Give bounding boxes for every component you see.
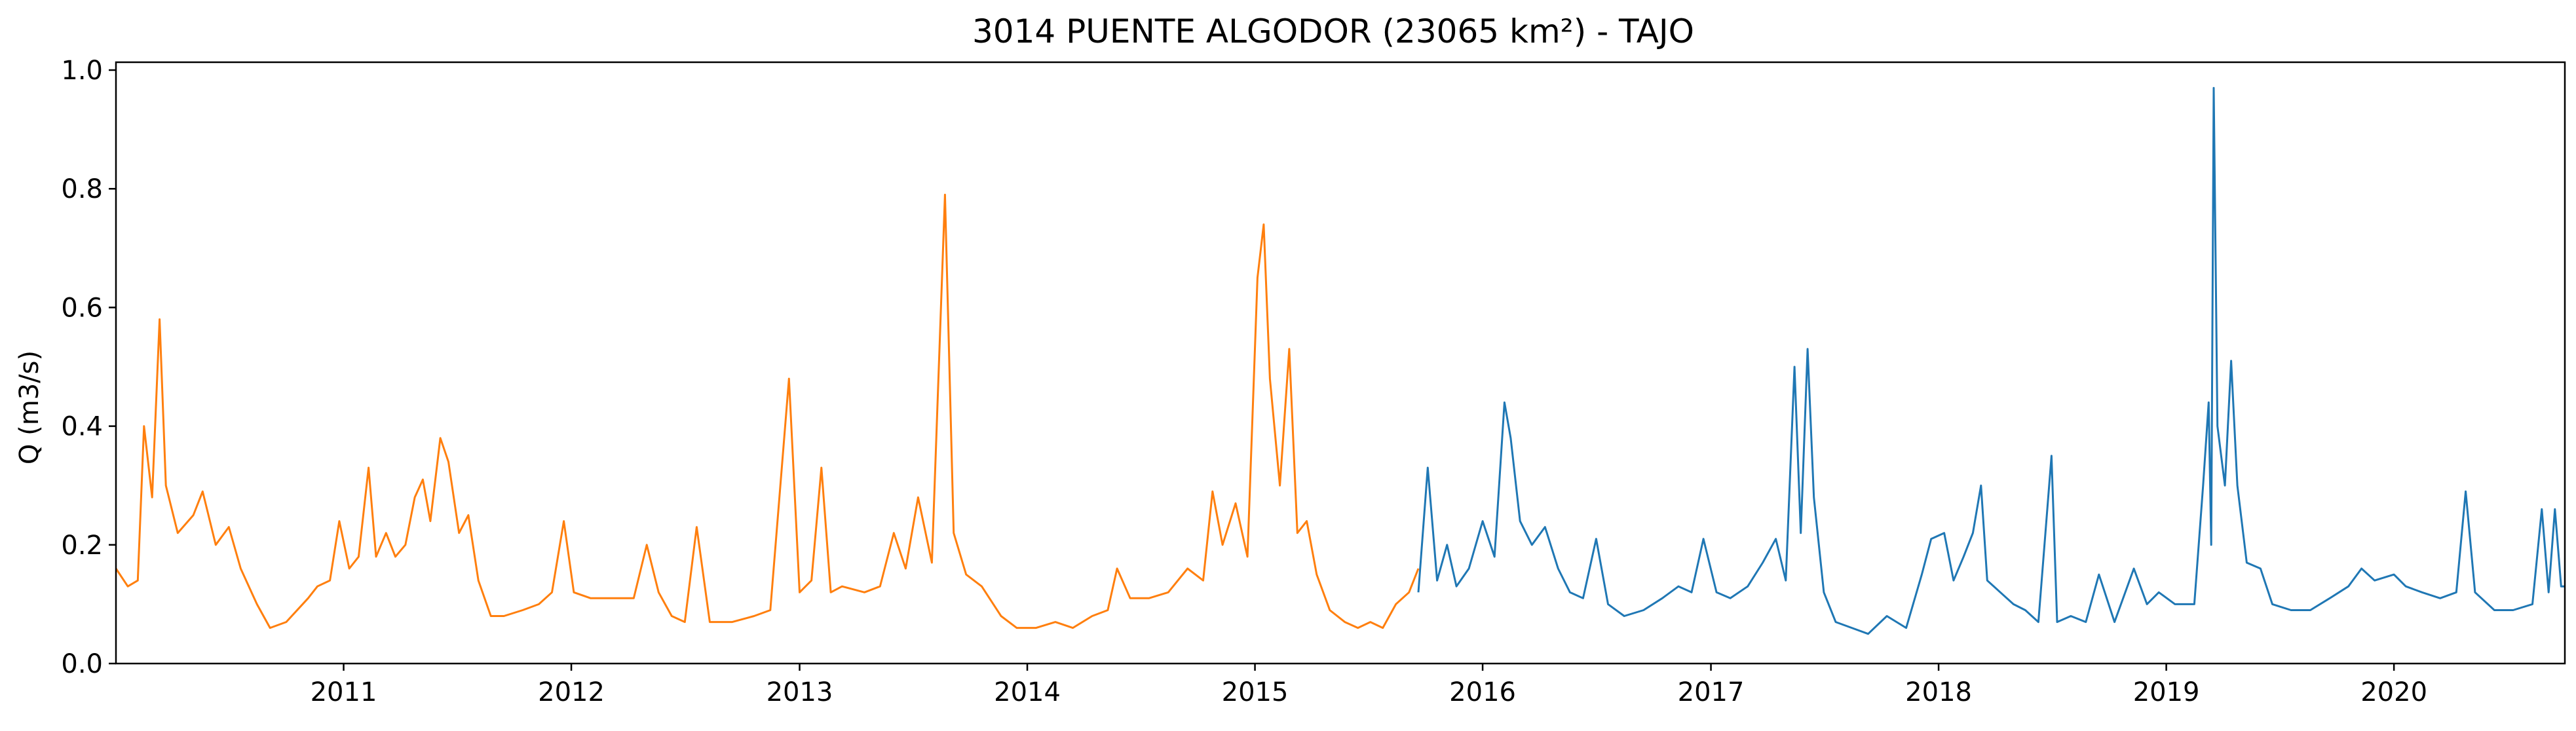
x-tick-label: 2013 bbox=[767, 677, 833, 707]
x-tick-label: 2016 bbox=[1449, 677, 1516, 707]
x-axis-ticks: 2011 2012 2013 2014 2015 2016 2017 2018 2019 2020 bbox=[311, 664, 2427, 707]
y-axis-label: Q (m3/s) bbox=[14, 350, 45, 464]
x-tick-label: 2014 bbox=[994, 677, 1061, 707]
x-tick-label: 2019 bbox=[2133, 677, 2200, 707]
y-axis-ticks: 0.0 0.2 0.4 0.6 0.8 1.0 bbox=[61, 56, 116, 679]
x-tick-label: 2017 bbox=[1678, 677, 1745, 707]
y-tick-label: 0.2 bbox=[61, 531, 103, 561]
x-tick-label: 2011 bbox=[311, 677, 377, 707]
y-tick-label: 0.4 bbox=[61, 412, 103, 442]
plot-frame bbox=[115, 61, 2566, 665]
y-tick-label: 0.0 bbox=[61, 649, 103, 679]
y-tick-label: 0.6 bbox=[61, 293, 103, 323]
chart-title: 3014 PUENTE ALGODOR (23065 km²) - TAJO bbox=[972, 12, 1694, 50]
x-tick-label: 2015 bbox=[1222, 677, 1289, 707]
series-line-1 bbox=[1417, 86, 2565, 635]
x-tick-label: 2018 bbox=[1905, 677, 1972, 707]
x-tick-label: 2020 bbox=[2360, 677, 2427, 707]
series-layer bbox=[116, 86, 2565, 635]
x-tick-label: 2012 bbox=[538, 677, 605, 707]
series-line-0 bbox=[116, 193, 1420, 629]
y-tick-label: 1.0 bbox=[61, 56, 103, 86]
y-tick-label: 0.8 bbox=[61, 174, 103, 204]
